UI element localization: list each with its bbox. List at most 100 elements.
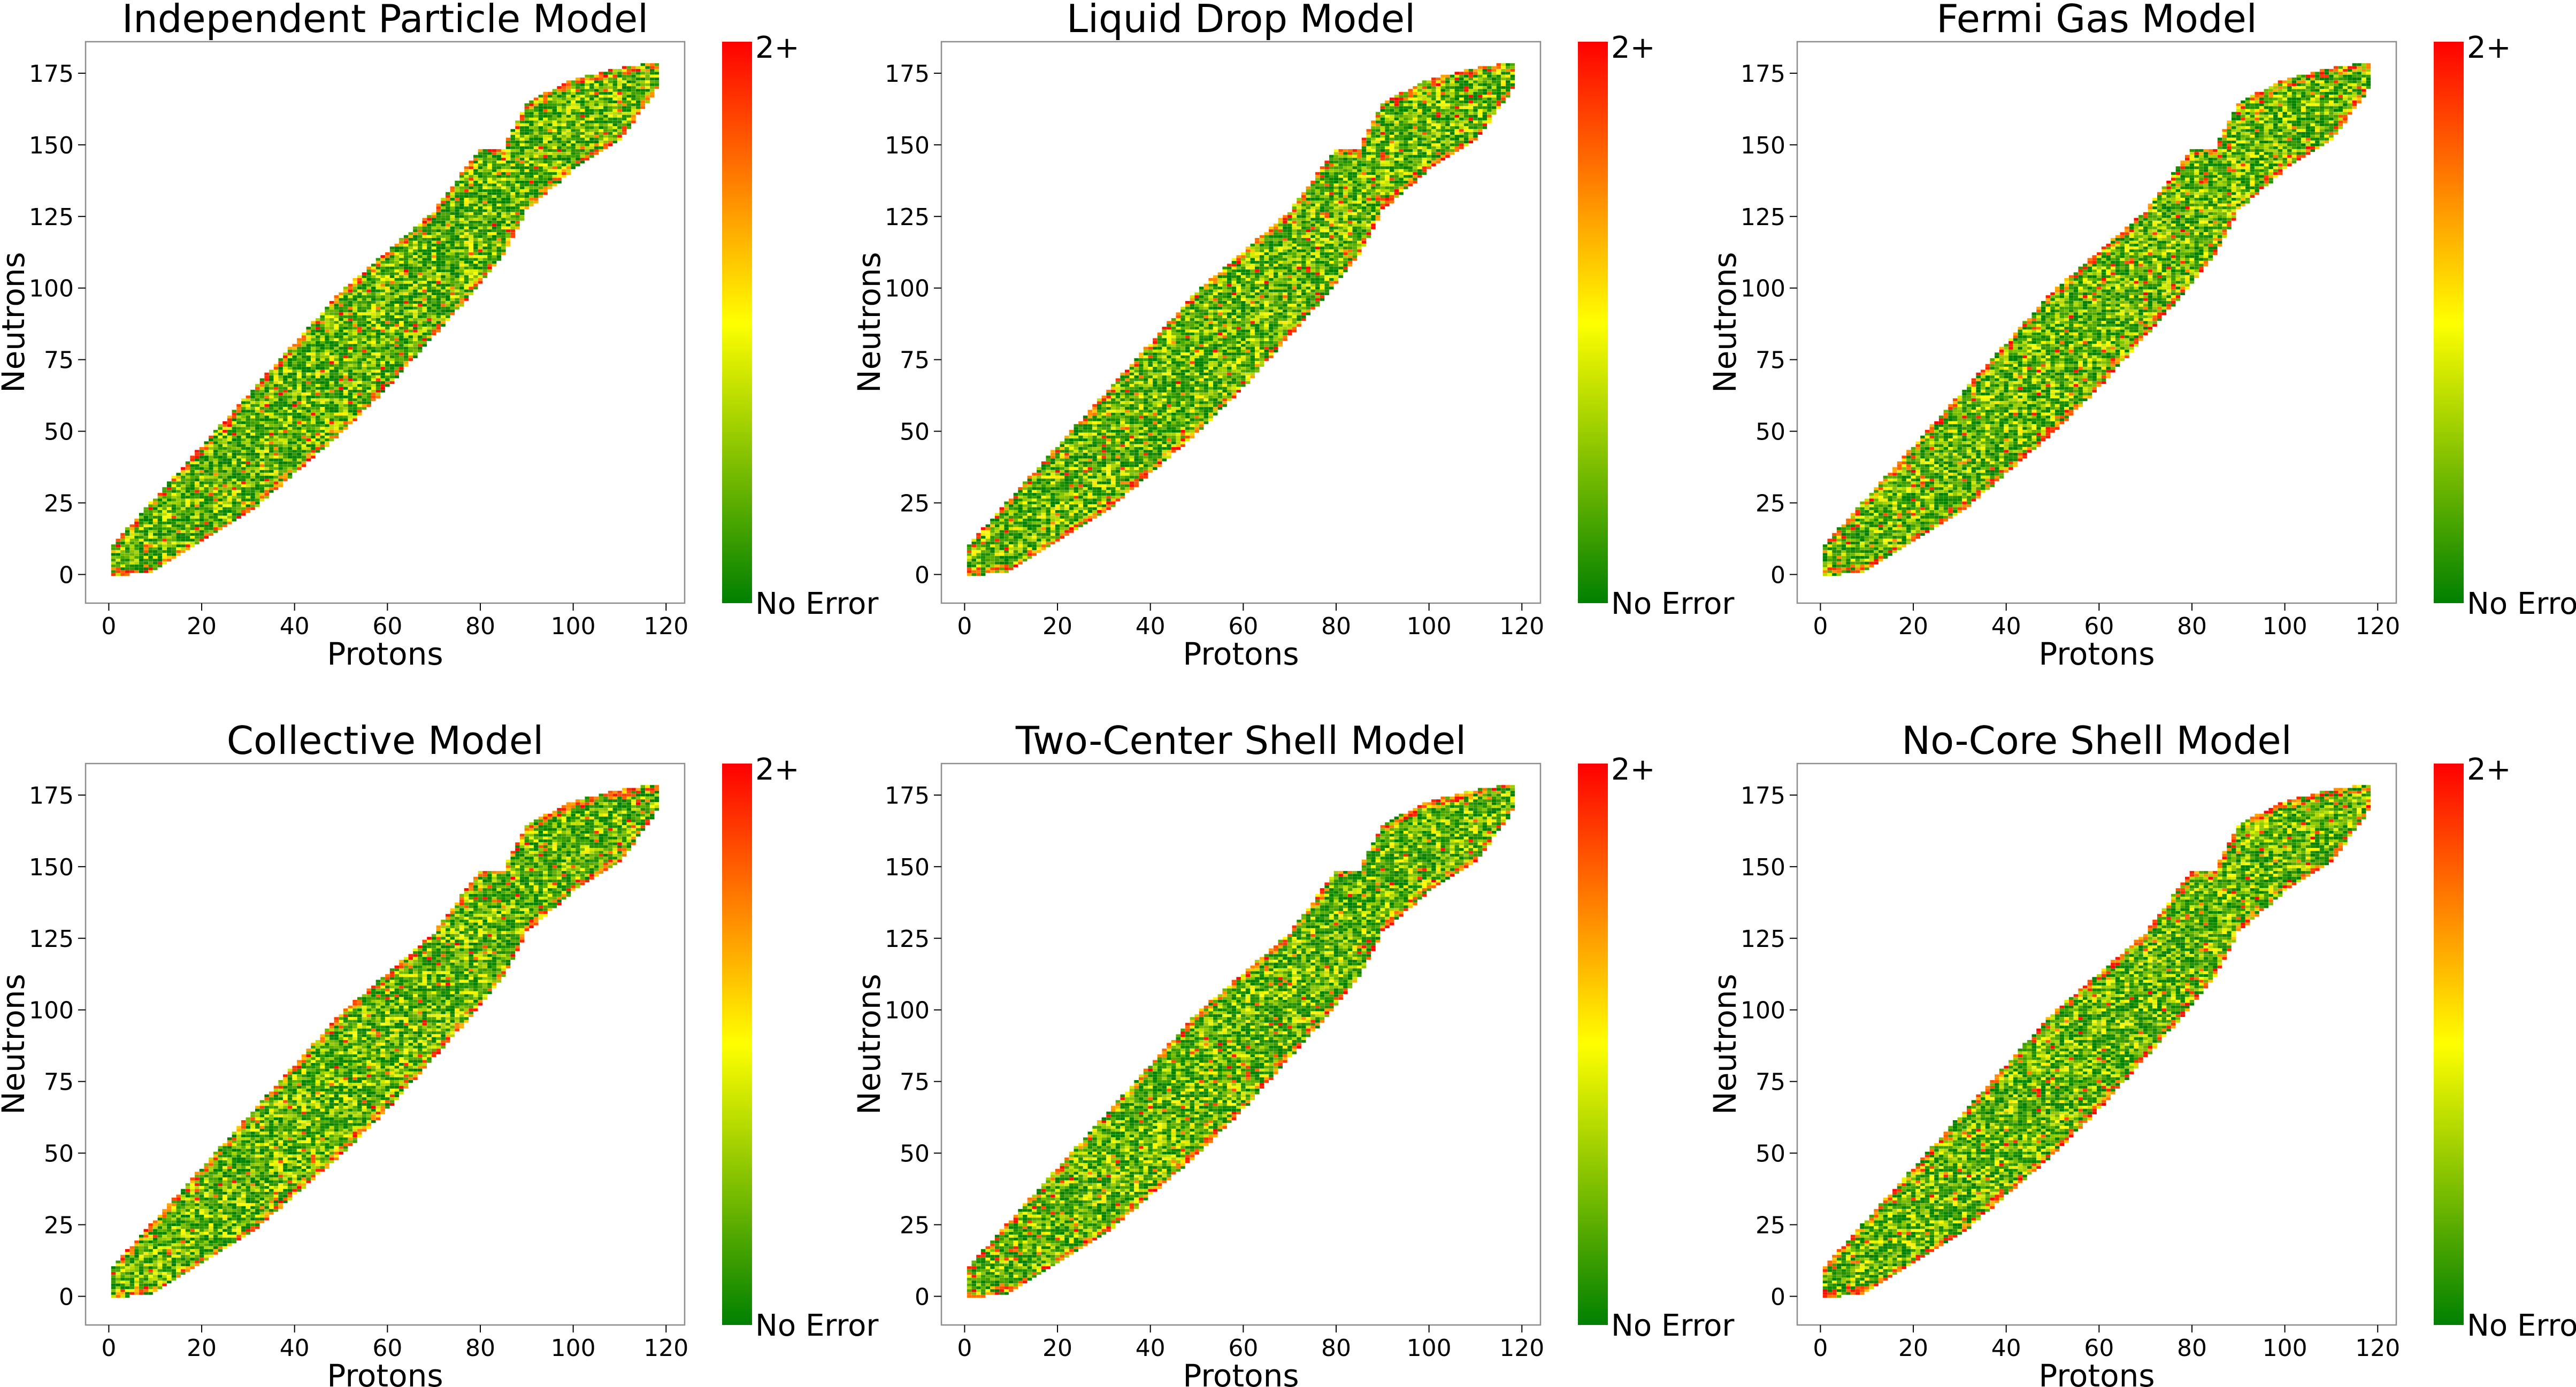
heatmap-cell xyxy=(371,395,376,398)
heatmap-cell xyxy=(250,473,255,476)
heatmap-cell xyxy=(1041,524,1046,527)
heatmap-cell xyxy=(348,335,353,338)
heatmap-cell xyxy=(1060,461,1064,465)
heatmap-cell xyxy=(1051,484,1055,487)
heatmap-cell xyxy=(283,384,288,387)
heatmap-cell xyxy=(176,521,181,525)
heatmap-cell xyxy=(380,335,385,338)
heatmap-cell xyxy=(273,433,279,436)
heatmap-cell xyxy=(287,355,293,358)
heatmap-cell xyxy=(162,513,167,516)
heatmap-cell xyxy=(389,287,395,290)
heatmap-cell xyxy=(538,109,543,112)
heatmap-cell xyxy=(227,521,232,525)
heatmap-cell xyxy=(473,249,478,252)
heatmap-cell xyxy=(362,381,367,384)
heatmap-cell xyxy=(585,114,589,118)
heatmap-cell xyxy=(255,498,260,502)
heatmap-cell xyxy=(1046,538,1051,542)
heatmap-cell xyxy=(552,123,557,126)
heatmap-cell xyxy=(566,95,571,98)
heatmap-cell xyxy=(976,550,981,553)
heatmap-cell xyxy=(990,559,995,562)
heatmap-cell xyxy=(287,444,293,447)
heatmap-cell xyxy=(232,435,237,438)
heatmap-cell xyxy=(464,289,469,292)
heatmap-cell xyxy=(399,358,404,361)
heatmap-cell xyxy=(1074,527,1078,530)
heatmap-cell xyxy=(431,235,436,238)
heatmap-cell xyxy=(339,415,343,419)
heatmap-cell xyxy=(482,163,487,166)
heatmap-cell xyxy=(557,160,562,164)
heatmap-cell xyxy=(994,544,1000,548)
heatmap-cell xyxy=(306,364,311,367)
heatmap-cell xyxy=(278,424,283,427)
heatmap-cell xyxy=(427,278,432,281)
heatmap-cell xyxy=(1055,504,1060,507)
heatmap-cell xyxy=(538,192,543,195)
heatmap-cell xyxy=(562,123,566,126)
heatmap-cell xyxy=(533,120,539,124)
heatmap-cell xyxy=(385,323,390,327)
heatmap-cell xyxy=(576,114,580,118)
heatmap-cell xyxy=(157,541,163,545)
heatmap-cell xyxy=(1069,469,1074,473)
heatmap-cell xyxy=(120,533,125,536)
heatmap-cell xyxy=(246,398,251,402)
heatmap-cell xyxy=(371,338,376,341)
heatmap-cell xyxy=(380,349,385,353)
heatmap-cell xyxy=(999,547,1005,550)
heatmap-cell xyxy=(371,398,376,402)
heatmap-cell xyxy=(650,95,655,98)
heatmap-cell xyxy=(496,166,501,169)
heatmap-cell xyxy=(589,106,594,109)
heatmap-cell xyxy=(1018,547,1023,550)
heatmap-cell xyxy=(1032,533,1037,536)
heatmap-cell xyxy=(375,287,381,290)
heatmap-cell xyxy=(283,464,288,467)
heatmap-cell xyxy=(190,510,195,513)
heatmap-cell xyxy=(585,112,589,115)
heatmap-cell xyxy=(399,338,404,341)
heatmap-cell xyxy=(204,484,209,487)
heatmap-cell xyxy=(259,458,265,461)
heatmap-cell xyxy=(334,435,339,438)
heatmap-cell xyxy=(362,346,367,350)
heatmap-cell xyxy=(450,203,455,206)
heatmap-cell xyxy=(301,378,306,381)
heatmap-cell xyxy=(617,106,622,109)
heatmap-cell xyxy=(612,123,617,126)
heatmap-cell xyxy=(436,298,441,301)
heatmap-cell xyxy=(195,507,200,510)
heatmap-cell xyxy=(343,335,348,338)
heatmap-cell xyxy=(167,510,172,513)
heatmap-cell xyxy=(571,120,576,124)
heatmap-cell xyxy=(339,384,343,387)
heatmap-cell xyxy=(1013,547,1018,550)
heatmap-cell xyxy=(301,435,306,438)
heatmap-cell xyxy=(250,427,255,430)
heatmap-cell xyxy=(529,163,534,166)
heatmap-cell xyxy=(209,444,213,447)
heatmap-cell xyxy=(199,464,204,467)
heatmap-cell xyxy=(348,369,353,373)
heatmap-cell xyxy=(436,281,441,284)
heatmap-cell xyxy=(403,327,409,330)
heatmap-cell xyxy=(562,91,566,95)
heatmap-cell xyxy=(334,424,339,427)
heatmap-cell xyxy=(1041,504,1046,507)
heatmap-cell xyxy=(515,172,520,175)
heatmap-cell xyxy=(585,118,589,121)
heatmap-cell xyxy=(436,304,441,307)
heatmap-cell xyxy=(496,246,501,250)
heatmap-cell xyxy=(492,226,497,229)
heatmap-cell xyxy=(441,235,446,238)
heatmap-cell xyxy=(510,135,515,138)
heatmap-cell xyxy=(1060,507,1064,510)
heatmap-cell xyxy=(385,361,390,364)
heatmap-cell xyxy=(292,375,297,379)
heatmap-cell xyxy=(543,109,548,112)
heatmap-cell xyxy=(389,369,395,373)
heatmap-cell xyxy=(548,172,553,175)
